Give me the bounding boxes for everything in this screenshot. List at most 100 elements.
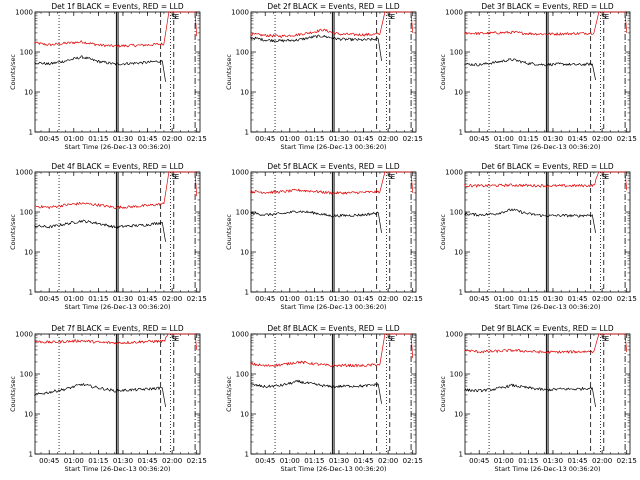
x-tick-label: 02:15 xyxy=(403,295,423,303)
x-tick-label: 01:15 xyxy=(88,135,108,143)
y-tick-label: 1 xyxy=(29,451,33,459)
x-tick-label: 01:30 xyxy=(543,457,563,465)
x-tick-label: 01:45 xyxy=(567,457,587,465)
series-line-red xyxy=(34,333,198,350)
x-tick-label: 02:00 xyxy=(378,457,398,465)
x-tick-label: 01:30 xyxy=(543,295,563,303)
x-tick-label: 01:00 xyxy=(64,135,84,143)
plot-frame xyxy=(250,171,417,293)
panel-8: Det 8f BLACK = Events, RED = LLD 1 10 100 10… xyxy=(225,324,423,473)
plot-frame xyxy=(34,333,201,455)
x-tick-label: 02:15 xyxy=(187,457,207,465)
y-tick-label: 1000 xyxy=(15,331,33,339)
series-line-red xyxy=(34,171,198,210)
y-tick-label: 1 xyxy=(459,289,463,297)
panel-title: Det 4f BLACK = Events, RED = LLD xyxy=(51,162,184,171)
x-tick-label: 01:45 xyxy=(353,295,373,303)
time-marker-label: E xyxy=(391,13,395,21)
series-line-black xyxy=(464,383,596,408)
series-line-black xyxy=(464,208,596,233)
x-tick-label: 02:15 xyxy=(617,135,637,143)
x-axis-label: Start Time (26-Dec-13 00:36:20) xyxy=(64,303,170,311)
y-axis-label: Counts/sec xyxy=(225,376,233,412)
y-tick-label: 10 xyxy=(24,89,33,97)
plot-frame xyxy=(464,333,631,455)
x-tick-label: 02:15 xyxy=(617,457,637,465)
plot-frame xyxy=(464,171,631,293)
time-marker-label: E xyxy=(391,335,395,343)
y-tick-label: 10 xyxy=(454,411,463,419)
series-line-black xyxy=(250,210,382,233)
x-axis-label: Start Time (26-Dec-13 00:36:20) xyxy=(494,465,600,473)
y-tick-label: 1000 xyxy=(15,169,33,177)
x-axis-label: Start Time (26-Dec-13 00:36:20) xyxy=(494,303,600,311)
plot-frame xyxy=(250,11,417,133)
x-axis-label: Start Time (26-Dec-13 00:36:20) xyxy=(280,143,386,151)
x-tick-label: 01:15 xyxy=(88,295,108,303)
x-tick-label: 01:30 xyxy=(113,135,133,143)
x-tick-label: 01:00 xyxy=(64,457,84,465)
panel-6: Det 6f BLACK = Events, RED = LLD 1 10 100 10… xyxy=(439,162,637,311)
y-axis-label: Counts/sec xyxy=(9,214,17,250)
x-tick-label: 02:15 xyxy=(617,295,637,303)
series-line-red xyxy=(464,11,628,36)
y-tick-label: 100 xyxy=(20,371,33,379)
series-line-red xyxy=(250,11,414,38)
series-line-black xyxy=(250,379,382,404)
y-tick-label: 100 xyxy=(450,209,463,217)
panel-2: Det 2f BLACK = Events, RED = LLD 1 10 100 10… xyxy=(225,2,423,151)
x-tick-label: 01:30 xyxy=(329,135,349,143)
x-tick-label: 01:30 xyxy=(543,135,563,143)
series-line-black xyxy=(34,219,166,242)
series-line-black xyxy=(250,34,382,61)
panel-title: Det 1f BLACK = Events, RED = LLD xyxy=(51,2,184,11)
x-tick-label: 02:00 xyxy=(592,135,612,143)
plot-frame xyxy=(250,333,417,455)
x-tick-label: 01:15 xyxy=(518,135,538,143)
y-tick-label: 1000 xyxy=(445,169,463,177)
time-marker-label: E xyxy=(175,173,179,181)
x-tick-label: 01:30 xyxy=(113,457,133,465)
x-tick-label: 02:15 xyxy=(403,135,423,143)
x-tick-label: 00:45 xyxy=(39,135,59,143)
x-tick-label: 01:30 xyxy=(329,457,349,465)
y-tick-label: 1 xyxy=(245,289,249,297)
y-axis-label: Counts/sec xyxy=(9,54,17,90)
y-tick-label: 100 xyxy=(20,49,33,57)
x-tick-label: 01:15 xyxy=(304,295,324,303)
y-tick-label: 100 xyxy=(450,371,463,379)
x-tick-label: 02:15 xyxy=(403,457,423,465)
x-axis-label: Start Time (26-Dec-13 00:36:20) xyxy=(280,465,386,473)
y-tick-label: 100 xyxy=(236,209,249,217)
y-tick-label: 100 xyxy=(236,371,249,379)
y-tick-label: 10 xyxy=(240,249,249,257)
y-axis-label: Counts/sec xyxy=(439,214,447,250)
x-tick-label: 01:15 xyxy=(304,457,324,465)
panel-7: Det 7f BLACK = Events, RED = LLD 1 10 100 10… xyxy=(9,324,207,473)
time-marker-label: E xyxy=(391,173,395,181)
series-line-black xyxy=(34,55,166,82)
x-tick-label: 01:15 xyxy=(518,295,538,303)
x-tick-label: 02:00 xyxy=(378,295,398,303)
series-line-red xyxy=(250,171,414,195)
x-tick-label: 01:00 xyxy=(494,295,514,303)
y-tick-label: 1 xyxy=(245,129,249,137)
series-line-red xyxy=(464,333,628,354)
x-tick-label: 01:30 xyxy=(329,295,349,303)
x-tick-label: 00:45 xyxy=(469,295,489,303)
x-tick-label: 01:15 xyxy=(88,457,108,465)
x-axis-label: Start Time (26-Dec-13 00:36:20) xyxy=(280,303,386,311)
panel-title: Det 7f BLACK = Events, RED = LLD xyxy=(51,324,184,333)
y-tick-label: 100 xyxy=(450,49,463,57)
x-tick-label: 01:15 xyxy=(518,457,538,465)
x-tick-label: 02:00 xyxy=(378,135,398,143)
y-tick-label: 10 xyxy=(24,249,33,257)
x-tick-label: 01:00 xyxy=(280,457,300,465)
x-tick-label: 00:45 xyxy=(469,135,489,143)
x-tick-label: 02:00 xyxy=(592,457,612,465)
panel-title: Det 8f BLACK = Events, RED = LLD xyxy=(267,324,400,333)
x-tick-label: 01:45 xyxy=(353,457,373,465)
y-axis-label: Counts/sec xyxy=(439,54,447,90)
x-tick-label: 01:00 xyxy=(280,295,300,303)
